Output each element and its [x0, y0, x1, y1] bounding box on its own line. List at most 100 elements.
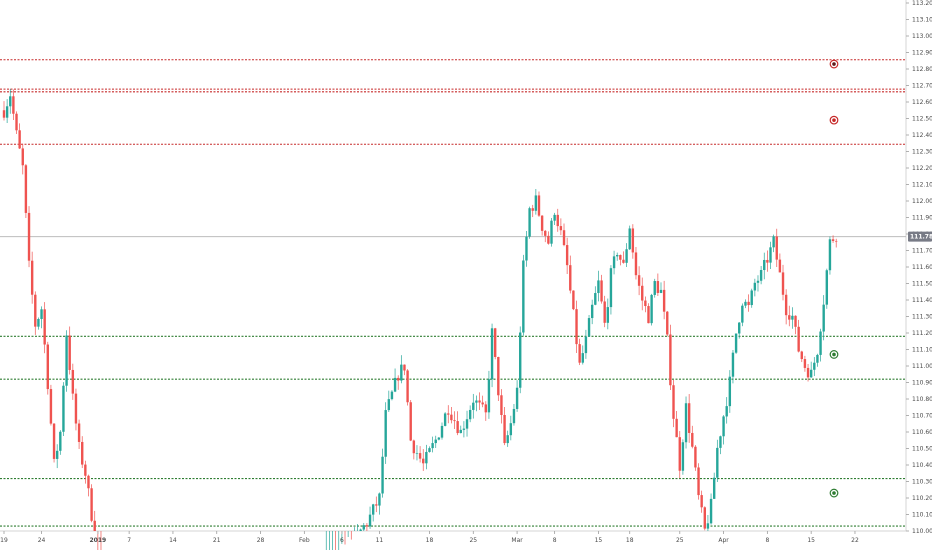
candle-body — [809, 369, 813, 378]
candle-body — [534, 195, 538, 211]
candle-body — [575, 309, 578, 345]
candle-body — [703, 507, 706, 529]
candle-body — [565, 245, 569, 266]
candle-body — [634, 252, 638, 276]
candle-body — [622, 259, 625, 263]
candle-body — [447, 413, 450, 415]
candle-body — [694, 446, 697, 468]
candle-body — [678, 437, 681, 471]
candle-body — [587, 318, 591, 337]
price-tick-label: 110.500 — [912, 446, 932, 453]
candle-body — [747, 301, 750, 306]
candle-body — [691, 432, 694, 447]
candle-body — [425, 451, 428, 464]
candle-body — [794, 315, 797, 327]
candle-body — [500, 395, 503, 415]
time-tick-label: Apr — [718, 537, 729, 544]
candle-body — [578, 344, 581, 363]
candle-body — [681, 442, 685, 471]
current-price-badge: 111.784 — [908, 231, 932, 242]
current-price-badge-bg — [908, 231, 932, 242]
candle-body — [43, 309, 46, 345]
price-tick-label: 111.900 — [912, 215, 932, 222]
candle-body — [759, 270, 763, 281]
candle-body — [46, 344, 49, 390]
support-marker-dot — [832, 352, 836, 357]
time-tick-label: 18 — [626, 537, 634, 544]
candle-body — [490, 328, 494, 380]
candle-body — [750, 290, 753, 306]
time-tick-label: Mar — [511, 537, 523, 544]
time-tick-label: 25 — [469, 537, 477, 544]
candle-body — [406, 370, 409, 403]
candle-body — [62, 385, 65, 432]
candle-body — [493, 328, 497, 357]
price-tick-label: 111.600 — [912, 264, 932, 271]
candle-body — [93, 520, 96, 531]
candle-body — [666, 311, 669, 335]
time-tick-label: 18 — [426, 537, 434, 544]
price-tick-label: 113.200 — [912, 0, 932, 7]
candle-body — [359, 529, 362, 531]
candle-body — [806, 367, 810, 378]
resistance-marker-dot — [832, 62, 836, 66]
candle-body — [775, 236, 778, 260]
candle-body — [453, 420, 456, 422]
candle-body — [15, 113, 18, 131]
candle-body — [472, 402, 475, 410]
price-tick-label: 110.100 — [912, 512, 932, 519]
candle-body — [415, 453, 419, 454]
candles-layer — [2, 88, 838, 550]
candle-body — [628, 228, 631, 250]
candle-body — [525, 236, 528, 261]
candle-body — [590, 304, 594, 319]
candle-body — [772, 236, 775, 248]
candle-body — [672, 385, 675, 419]
candle-body — [600, 280, 603, 302]
candle-body — [431, 443, 434, 449]
candle-body — [403, 364, 406, 371]
candle-body — [756, 280, 760, 283]
candle-body — [497, 356, 500, 396]
candle-body — [609, 268, 613, 308]
candle-body — [409, 402, 412, 441]
candle-body — [378, 493, 381, 506]
time-tick-label: 24 — [38, 537, 46, 544]
candle-body — [49, 389, 53, 424]
candle-body — [537, 195, 541, 216]
price-tick-label: 113.100 — [912, 17, 932, 24]
time-tick-label: 28 — [257, 537, 265, 544]
candle-body — [52, 423, 56, 459]
candle-body — [428, 448, 431, 452]
price-tick-label: 110.600 — [912, 429, 932, 436]
candle-body — [731, 352, 735, 377]
candle-body — [659, 289, 663, 293]
candle-body — [450, 414, 453, 421]
price-tick-label: 111.300 — [912, 314, 932, 321]
candle-body — [30, 260, 34, 295]
candle-body — [371, 504, 375, 515]
candle-body — [816, 354, 819, 363]
candle-body — [390, 391, 394, 400]
time-axis[interactable]: 19 24 2019 7 14 21 28 Feb 6 11 18 25 Mar 8 15 18 25 Apr 8 1… — [0, 531, 859, 544]
candle-body — [522, 260, 525, 333]
time-tick-label: 11 — [376, 537, 384, 544]
time-tick-label: 8 — [765, 537, 769, 544]
candle-body — [828, 239, 832, 271]
candle-body — [647, 306, 650, 324]
candle-body — [684, 403, 688, 443]
candle-body — [656, 281, 660, 293]
candle-body — [9, 96, 12, 107]
price-tick-label: 112.000 — [912, 198, 932, 205]
time-tick-label: 15 — [595, 537, 603, 544]
candle-body — [738, 322, 741, 334]
candle-body — [556, 214, 559, 227]
price-tick-label: 112.200 — [912, 165, 932, 172]
price-axis[interactable]: 110.000 110.100 110.200 110.300 110.400 110.5… — [906, 0, 932, 535]
candle-body — [487, 379, 491, 413]
candle-body — [65, 335, 68, 386]
candle-body — [400, 364, 403, 381]
